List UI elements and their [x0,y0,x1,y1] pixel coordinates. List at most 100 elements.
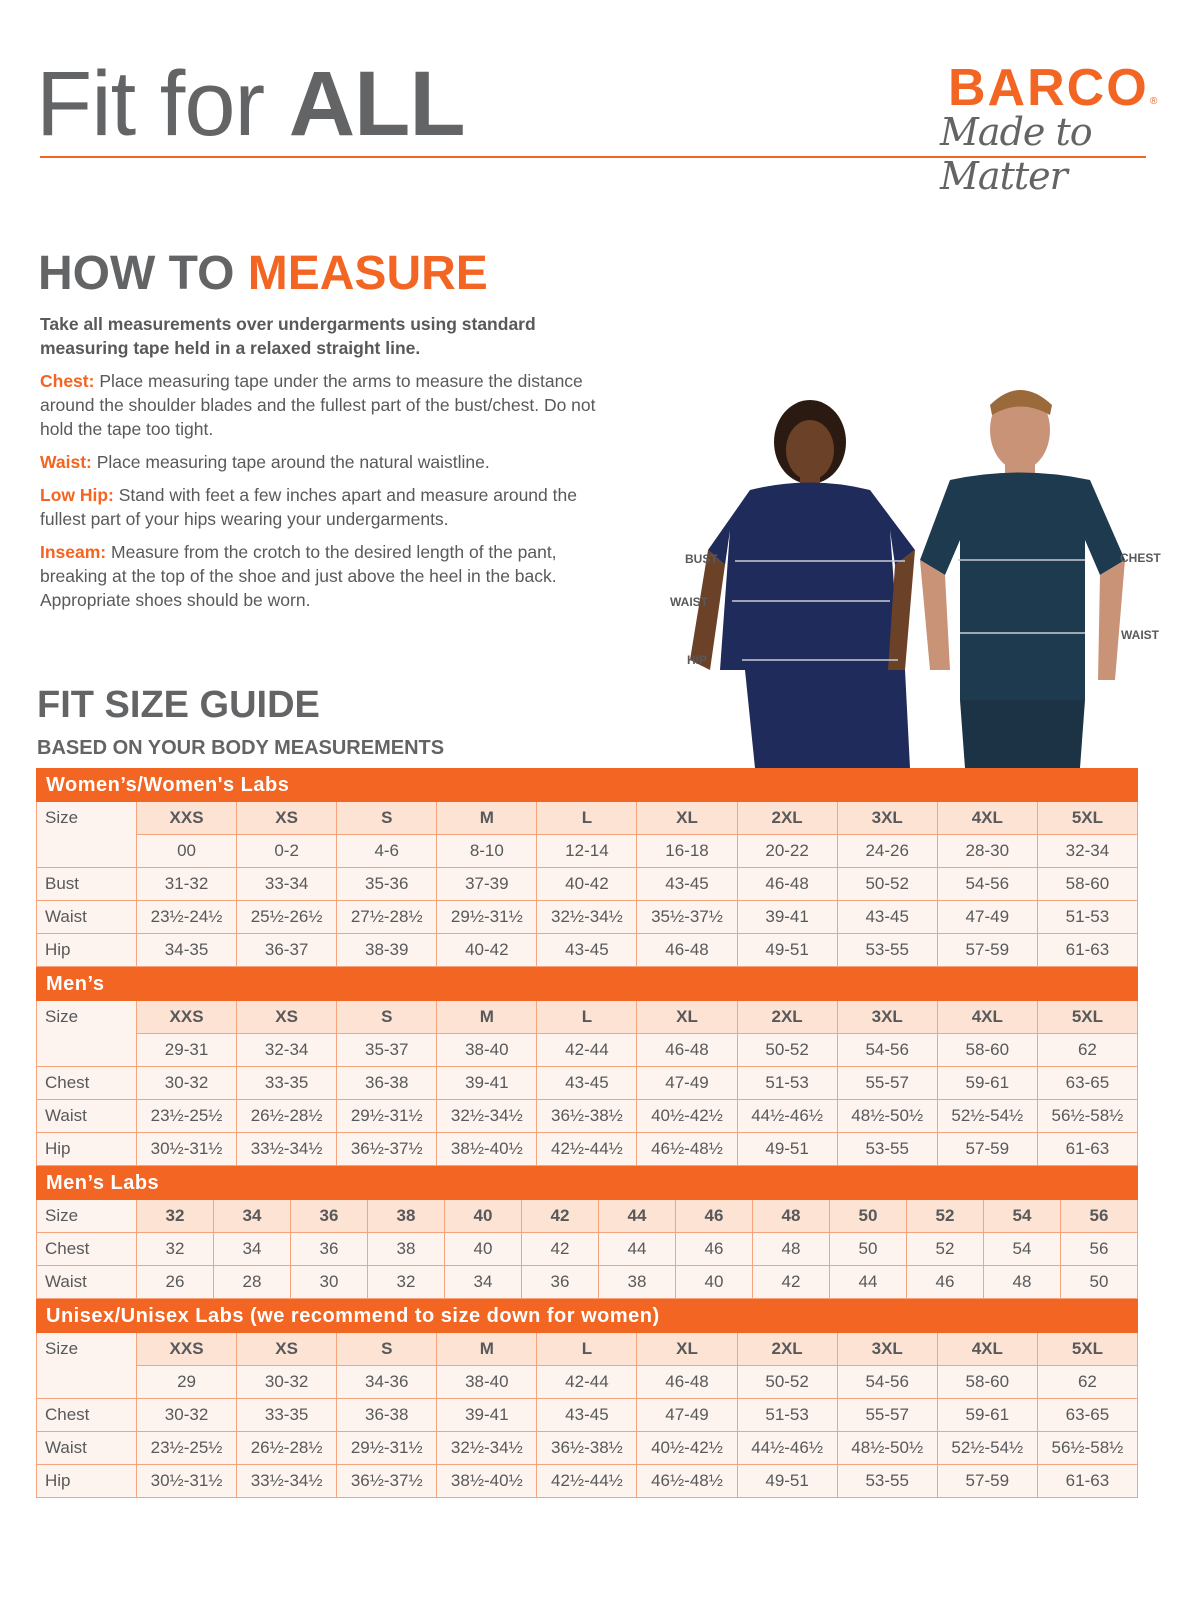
table-cell: 36-37 [236,933,338,967]
numeric-size-cell: 54-56 [836,1033,938,1067]
size-header-cell: 3XL [836,801,938,835]
table-cell: 32 [367,1265,445,1299]
measure-instructions: Take all measurements over undergarments… [40,312,620,621]
table-cell: 56½-58½ [1036,1099,1139,1133]
size-header-cell: 50 [829,1199,907,1233]
size-header-cell: XXS [135,1332,238,1366]
size-header-cell: XXS [135,801,238,835]
numeric-size-cell: 42-44 [536,1365,638,1399]
chest-label: CHEST [1120,551,1161,565]
table-row: Bust 31-32 33-34 35-36 37-39 40-42 43-45 46-48 5… [36,867,1139,901]
row-label: Size [36,1199,137,1233]
instructions-lead: Take all measurements over undergarments… [40,314,536,358]
table-cell: 30½-31½ [135,1132,238,1166]
instruction-text: Place measuring tape under the arms to m… [40,371,596,439]
size-header-cell: 2XL [736,1000,838,1034]
table-cell: 23½-25½ [135,1431,238,1465]
row-label: Size [36,1332,137,1399]
table-row: Chest 32 34 36 38 40 42 44 46 48 50 52 54 56 [36,1232,1138,1266]
numeric-size-cell: 42-44 [536,1033,638,1067]
numeric-size-cell: 0-2 [236,834,338,868]
size-table: Men’s Size XXS XS S M L XL 2XL 3XL 4XL 5XL 29-31 32-3… [36,967,1139,1166]
title-light: Fit for [36,53,289,155]
table-cell: 59-61 [936,1398,1038,1432]
table-cell: 32½-34½ [436,1431,538,1465]
size-header-cell: 52 [906,1199,984,1233]
size-row: Size XXS XS S M L XL 2XL 3XL 4XL 5XL [36,1332,1139,1399]
table-row: Waist 26 28 30 32 34 36 38 40 42 44 46 48 50 [36,1265,1138,1299]
table-cell: 35½-37½ [636,900,738,934]
section-title: Unisex/Unisex Labs (we recommend to size… [36,1299,1138,1333]
numeric-size-cell: 46-48 [636,1033,738,1067]
table-cell: 52½-54½ [936,1099,1038,1133]
table-cell: 33½-34½ [236,1132,338,1166]
size-header-cell: 5XL [1036,1000,1139,1034]
section-header: Women’s/Women's Labs [36,768,1138,802]
table-cell: 38½-40½ [436,1464,538,1498]
row-label: Size [36,1000,137,1067]
size-header-cell: 4XL [936,801,1038,835]
row-label: Chest [36,1398,137,1432]
table-row: Chest 30-32 33-35 36-38 39-41 43-45 47-49 51-53… [36,1066,1139,1100]
numeric-size-cell: 28-30 [936,834,1038,868]
table-cell: 39-41 [436,1398,538,1432]
row-label: Waist [36,1431,137,1465]
instruction-key: Inseam: [40,542,107,562]
row-label: Waist [36,1265,137,1299]
table-cell: 49-51 [736,1132,838,1166]
table-cell: 52 [906,1232,984,1266]
instruction-chest: Chest: Place measuring tape under the ar… [40,369,620,441]
numeric-size-cell: 16-18 [636,834,738,868]
table-cell: 29½-31½ [436,900,538,934]
waist-label-women: WAIST [670,595,708,609]
size-header-cell: 46 [675,1199,753,1233]
table-cell: 36½-38½ [536,1431,638,1465]
table-cell: 48 [752,1232,830,1266]
table-cell: 59-61 [936,1066,1038,1100]
size-guide-title: FIT SIZE GUIDE [37,684,320,726]
size-header-cell: 32 [136,1199,214,1233]
table-row: Hip 34-35 36-37 38-39 40-42 43-45 46-48 49-51 53… [36,933,1139,967]
size-header-cell: S [336,801,438,835]
row-label: Hip [36,1132,137,1166]
instruction-inseam: Inseam: Measure from the crotch to the d… [40,540,620,612]
size-header-cell: 3XL [836,1000,938,1034]
numeric-size-cell: 62 [1036,1033,1139,1067]
instruction-key: Waist: [40,452,92,472]
model-photos: BUST WAIST HIP CHEST WAIST [660,380,1180,768]
table-cell: 55-57 [836,1398,938,1432]
section-title: Men’s [36,967,1138,1001]
size-header-cell: 2XL [736,1332,838,1366]
numeric-size-cell: 20-22 [736,834,838,868]
size-header-cell: 2XL [736,801,838,835]
table-cell: 53-55 [836,933,938,967]
size-header-cell: 48 [752,1199,830,1233]
table-cell: 51-53 [736,1398,838,1432]
table-cell: 47-49 [636,1066,738,1100]
table-cell: 63-65 [1036,1398,1139,1432]
table-row: Chest 30-32 33-35 36-38 39-41 43-45 47-49 51-53… [36,1398,1139,1432]
waist-label-men: WAIST [1121,628,1159,642]
table-row: Hip 30½-31½ 33½-34½ 36½-37½ 38½-40½ 42½-44½ 46… [36,1464,1139,1498]
table-cell: 57-59 [936,1464,1038,1498]
instruction-hip: Low Hip: Stand with feet a few inches ap… [40,483,620,531]
numeric-size-cell: 8-10 [436,834,538,868]
table-cell: 47-49 [636,1398,738,1432]
row-label: Bust [36,867,137,901]
size-header-cell: XS [236,1332,338,1366]
table-cell: 44 [598,1232,676,1266]
table-row: Hip 30½-31½ 33½-34½ 36½-37½ 38½-40½ 42½-44½ 46… [36,1132,1139,1166]
row-label: Chest [36,1066,137,1100]
table-cell: 38-39 [336,933,438,967]
table-cell: 43-45 [836,900,938,934]
table-cell: 30-32 [135,1066,238,1100]
table-cell: 33½-34½ [236,1464,338,1498]
table-cell: 48½-50½ [836,1431,938,1465]
table-cell: 39-41 [736,900,838,934]
size-header-cell: 44 [598,1199,676,1233]
size-header-cell: 56 [1060,1199,1138,1233]
table-cell: 43-45 [536,933,638,967]
table-cell: 48½-50½ [836,1099,938,1133]
heading-part: HOW TO [38,247,248,300]
table-cell: 30-32 [135,1398,238,1432]
